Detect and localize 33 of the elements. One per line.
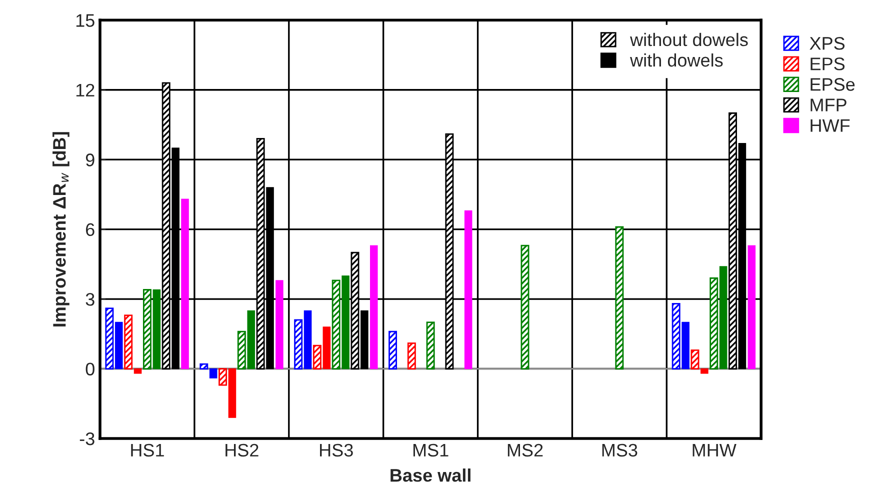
y-tick-label: 3 xyxy=(86,292,94,306)
y-tick-label: 0 xyxy=(86,362,94,376)
x-tick-label: MS2 xyxy=(508,444,543,457)
legend-label: EPSe xyxy=(810,78,855,91)
annotation: without dowels xyxy=(630,32,748,46)
legend-label: MFP xyxy=(810,98,846,112)
annotation: with dowels xyxy=(630,53,723,67)
bar xyxy=(426,322,435,370)
legend-label: XPS xyxy=(810,36,845,50)
y-tick-label: 15 xyxy=(76,14,94,27)
bar xyxy=(464,210,472,370)
y-tick-label: 9 xyxy=(86,154,94,166)
x-tick-label: MS3 xyxy=(602,444,638,457)
y-axis-title: Improvement ΔR$_{w}$ [dB] xyxy=(52,132,70,326)
bar xyxy=(407,342,416,370)
bar xyxy=(370,245,378,370)
y-tick-label: -3 xyxy=(80,432,94,446)
x-tick-label: HS1 xyxy=(131,444,164,457)
bar xyxy=(520,244,530,370)
bar xyxy=(276,280,284,370)
y-tick-label: 6 xyxy=(86,223,94,236)
y-tick-label: 12 xyxy=(76,84,94,96)
bar xyxy=(388,330,398,370)
x-tick-label: MS1 xyxy=(413,444,448,457)
x-tick-label: MHW xyxy=(692,444,736,456)
x-tick-label: HS2 xyxy=(226,444,258,457)
legend-label: HWF xyxy=(810,119,850,132)
bar xyxy=(181,198,189,370)
bar xyxy=(748,245,756,370)
legend-label: EPS xyxy=(810,58,845,70)
x-tick-label: HS3 xyxy=(320,444,353,457)
x-axis-title: Base wall xyxy=(390,468,470,482)
bar xyxy=(615,226,624,370)
